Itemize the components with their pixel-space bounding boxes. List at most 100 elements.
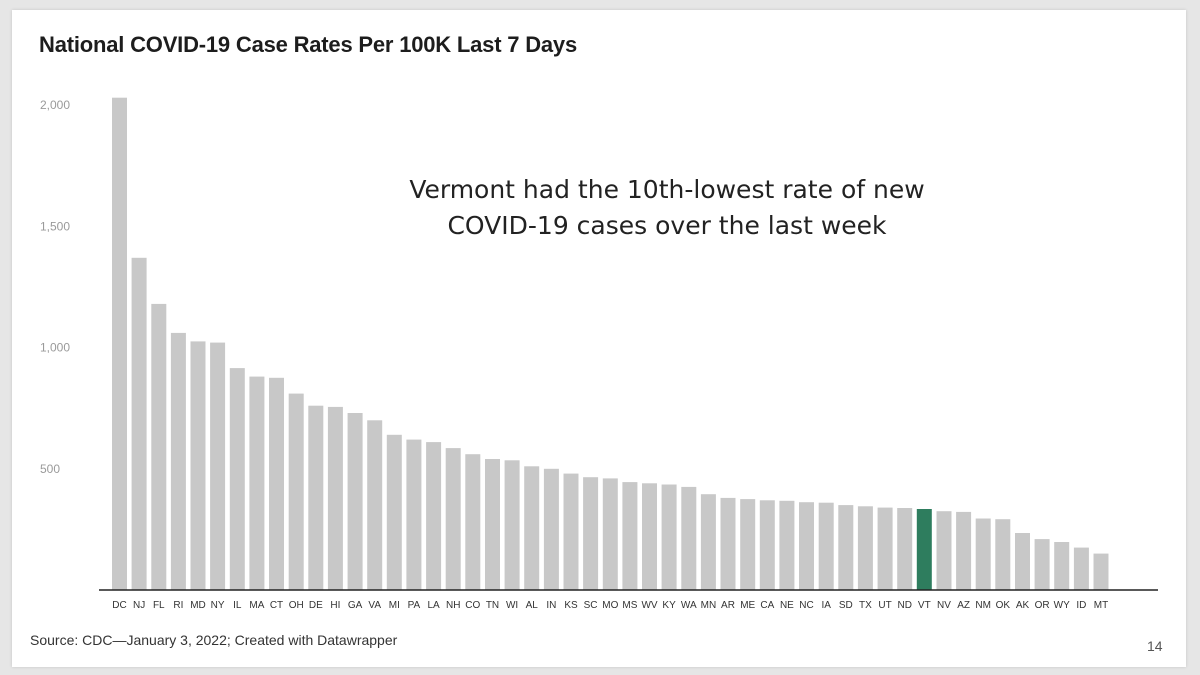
x-tick-label: MA: [249, 600, 264, 611]
x-tick-label: MS: [622, 600, 637, 611]
bar-id: [1073, 547, 1089, 590]
bar-wv: [642, 483, 657, 590]
source-note: Source: CDC—January 3, 2022; Created wit…: [30, 632, 398, 648]
x-tick-label: UT: [878, 600, 891, 611]
bar-ak: [1015, 533, 1030, 590]
chart-annotation: Vermont had the 10th-lowest rate of new …: [312, 172, 1022, 244]
bar-hi: [327, 406, 343, 590]
y-tick-label: 1,000: [40, 341, 70, 355]
bar-ar: [720, 497, 736, 590]
x-tick-label: NM: [975, 600, 991, 611]
bar-ct: [269, 377, 284, 590]
x-tick-label: ND: [897, 600, 911, 611]
x-tick-label: SC: [584, 600, 598, 611]
x-tick-label: HI: [330, 600, 340, 611]
x-tick-label: VT: [918, 600, 931, 611]
x-tick-label: OK: [996, 600, 1011, 611]
bar-ky: [661, 484, 677, 590]
y-tick-label: 1,500: [40, 219, 70, 233]
x-tick-label: MT: [1094, 600, 1108, 611]
x-tick-label: WY: [1054, 600, 1070, 611]
bar-mo: [602, 478, 618, 590]
bar-nv: [936, 511, 952, 590]
x-tick-label: WA: [681, 600, 697, 611]
bar-ks: [563, 473, 579, 590]
x-tick-label: ID: [1076, 600, 1086, 611]
bar-nm: [975, 518, 991, 590]
x-tick-label: NC: [799, 600, 813, 611]
x-tick-label: IA: [821, 600, 831, 611]
x-tick-label: MD: [190, 600, 206, 611]
y-axis-tick-labels: 500 1,000 1,500 2,000: [40, 98, 70, 476]
bar-or: [1034, 539, 1050, 590]
bar-vt: [916, 509, 932, 590]
bar-nj: [131, 257, 147, 590]
x-tick-label: TX: [859, 600, 872, 611]
x-tick-label: VA: [368, 600, 381, 611]
slide: National COVID-19 Case Rates Per 100K La…: [12, 10, 1186, 667]
x-tick-label: AK: [1016, 600, 1030, 611]
y-tick-label: 2,000: [40, 98, 70, 112]
bar-ga: [347, 413, 363, 590]
x-tick-label: LA: [427, 600, 440, 611]
x-tick-label: KS: [564, 600, 578, 611]
x-tick-label: DC: [112, 600, 126, 611]
x-tick-label: CT: [270, 600, 283, 611]
bar-wi: [504, 460, 520, 590]
x-tick-label: CA: [760, 600, 774, 611]
bar-fl: [151, 303, 167, 590]
bar-ut: [877, 507, 893, 590]
x-tick-label: TN: [486, 600, 499, 611]
x-tick-label: NV: [937, 600, 951, 611]
bar-nd: [897, 508, 913, 590]
x-tick-label: OH: [289, 600, 304, 611]
bar-ri: [170, 332, 186, 590]
bar-ne: [779, 500, 795, 590]
bar-tx: [857, 506, 873, 590]
bar-oh: [288, 393, 304, 590]
bar-ma: [249, 376, 265, 590]
bar-mt: [1093, 553, 1109, 590]
bar-ms: [622, 482, 638, 590]
bar-ca: [759, 500, 775, 590]
x-tick-label: RI: [173, 600, 183, 611]
bar-wy: [1054, 542, 1070, 590]
x-tick-label: IN: [546, 600, 556, 611]
annotation-line-2: COVID-19 cases over the last week: [447, 211, 887, 240]
y-tick-label: 500: [40, 462, 60, 476]
bar-wa: [681, 486, 697, 590]
bar-md: [190, 341, 206, 590]
x-tick-label: CO: [465, 600, 480, 611]
bar-dc: [112, 97, 127, 590]
bar-me: [740, 499, 756, 590]
x-tick-label: AL: [526, 600, 539, 611]
chart-title: National COVID-19 Case Rates Per 100K La…: [39, 32, 577, 57]
bar-sd: [838, 505, 854, 590]
annotation-line-1: Vermont had the 10th-lowest rate of new: [409, 175, 925, 204]
x-tick-label: MN: [701, 600, 717, 611]
x-tick-label: WI: [506, 600, 518, 611]
bar-in: [543, 468, 559, 591]
bar-co: [465, 454, 481, 590]
x-tick-label: SD: [839, 600, 853, 611]
bar-ia: [818, 502, 834, 590]
x-tick-label: OR: [1035, 600, 1050, 611]
bar-mi: [386, 434, 402, 590]
bar-ny: [210, 342, 226, 590]
bar-pa: [406, 439, 422, 590]
bar-de: [308, 405, 324, 590]
x-tick-label: MO: [602, 600, 618, 611]
bar-la: [426, 442, 442, 590]
bar-va: [367, 420, 383, 591]
bar-nc: [799, 502, 814, 590]
x-tick-label: ME: [740, 600, 755, 611]
bar-ok: [995, 519, 1011, 590]
x-tick-label: AR: [721, 600, 735, 611]
x-tick-label: NE: [780, 600, 794, 611]
bars: [112, 97, 1109, 591]
x-axis-tick-labels: DC NJ FL RI MD NY IL MA CT OH DE HI GA VA MI PA LA NH CO TN…: [112, 600, 1108, 611]
bar-il: [229, 368, 245, 590]
bar-tn: [485, 459, 500, 590]
x-tick-label: NY: [211, 600, 225, 611]
